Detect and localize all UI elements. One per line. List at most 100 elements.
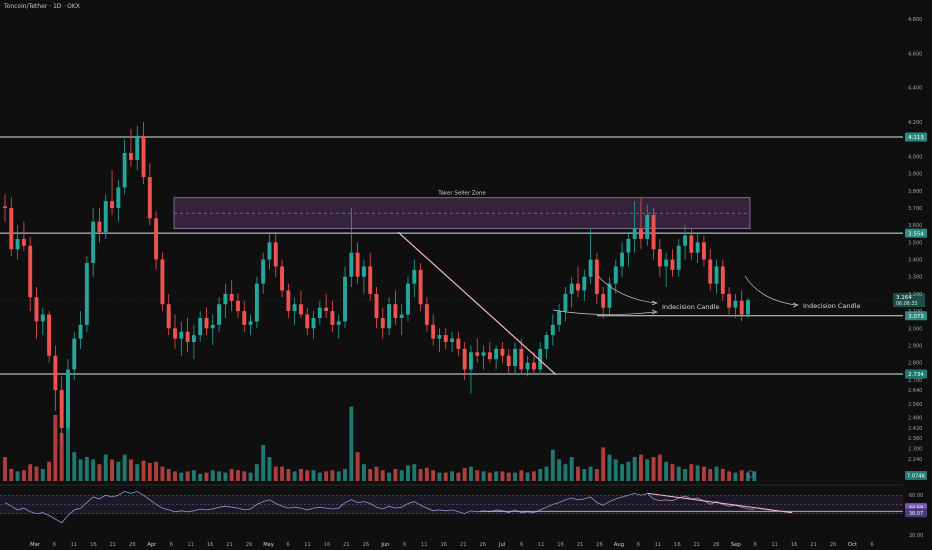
time-tick-label: 26 <box>129 542 136 548</box>
candle-body <box>292 304 297 312</box>
candle-body <box>185 331 190 342</box>
candle-body <box>116 187 121 208</box>
volume-bar <box>53 415 58 481</box>
candle-body <box>563 293 568 312</box>
volume-bar <box>582 469 587 481</box>
candle-body <box>78 324 83 339</box>
volume-bar <box>21 470 26 481</box>
volume-bar <box>311 470 316 481</box>
time-tick-label: 6 <box>53 542 56 548</box>
volume-bar <box>632 457 637 481</box>
time-tick-label: Apr <box>147 542 157 548</box>
candle-body <box>475 352 480 356</box>
volume-bar <box>59 433 64 481</box>
volume-bar <box>626 461 631 481</box>
price-tick-label: 3.600 <box>908 223 922 229</box>
time-tick-label: 26 <box>246 542 253 548</box>
volume-bar <box>261 445 266 481</box>
volume-bar <box>166 469 171 481</box>
price-tick-label: 2.240 <box>908 457 922 463</box>
level-price-tag-text: 2.734 <box>908 372 924 378</box>
candle-body <box>355 252 360 277</box>
time-tick-label: Jul <box>498 542 505 548</box>
candles-layer <box>3 122 750 442</box>
volume-bar <box>380 470 385 481</box>
candle-body <box>733 300 738 308</box>
candle-body <box>298 304 303 315</box>
candle-body <box>103 201 108 233</box>
time-tick-label: 16 <box>90 542 97 548</box>
candle-body <box>645 214 650 239</box>
volume-bar <box>34 466 39 481</box>
time-tick-label: 21 <box>226 542 233 548</box>
candle-body <box>154 218 159 260</box>
candle-body <box>607 283 612 308</box>
candle-body <box>84 262 89 325</box>
descending-trendline <box>397 231 557 376</box>
volume-bar <box>531 471 536 481</box>
volume-layer <box>3 403 757 481</box>
price-tick-label: 3.800 <box>908 189 922 195</box>
candle-body <box>450 338 455 342</box>
volume-bar <box>349 406 354 481</box>
candle-body <box>324 307 329 312</box>
volume-bar <box>519 470 524 481</box>
candle-body <box>204 317 209 329</box>
time-tick-label: 6 <box>520 542 523 548</box>
time-tick-label: Aug <box>614 542 624 548</box>
time-tick-label: 16 <box>324 542 331 548</box>
candle-body <box>544 335 549 349</box>
drawings-layer: Indecision Candle Indecision Candle <box>397 231 860 376</box>
price-tick-label: 3.200 <box>908 292 922 298</box>
volume-bar <box>198 473 203 481</box>
price-tick-label: 2.420 <box>908 426 922 432</box>
volume-bar <box>594 469 599 481</box>
volume-bar <box>173 471 177 481</box>
volume-bar <box>500 471 505 481</box>
volume-bar <box>298 469 303 481</box>
time-tick-label: Sep <box>731 542 741 548</box>
time-tick-label: 11 <box>655 542 662 548</box>
arrow-head <box>651 300 658 306</box>
volume-bar <box>569 457 574 481</box>
level-price-tag-text: 4.113 <box>908 135 924 141</box>
volume-bar <box>525 472 530 481</box>
time-tick-label: 6 <box>870 542 873 548</box>
time-tick-label: 21 <box>343 542 350 548</box>
candle-body <box>657 249 662 267</box>
candle-body <box>695 242 700 253</box>
candle-body <box>746 300 750 315</box>
rsi-trendline <box>647 492 793 514</box>
price-tick-label: 2.560 <box>908 402 922 408</box>
candle-body <box>141 135 146 178</box>
volume-bar <box>462 467 467 481</box>
candle-body <box>368 266 373 294</box>
candle-body <box>223 293 228 305</box>
candle-body <box>676 245 681 270</box>
candle-body <box>147 177 152 219</box>
volume-bar <box>481 471 486 481</box>
volume-bar <box>286 469 291 481</box>
candle-body <box>393 304 398 318</box>
volume-bar <box>657 454 662 481</box>
volume-bar <box>254 464 259 481</box>
candle-body <box>557 311 562 325</box>
price-tick-label: 3.300 <box>908 275 922 281</box>
candle-body <box>431 324 436 339</box>
candle-body <box>311 317 316 329</box>
volume-bar <box>147 463 152 481</box>
time-tick-label: 26 <box>713 542 720 548</box>
candle-body <box>701 242 706 260</box>
rsi-level-label: 20.00 <box>909 533 923 539</box>
rsi-line <box>4 491 755 524</box>
volume-bar <box>664 461 669 481</box>
current-price-text: 3.164 <box>896 295 912 301</box>
volume-bar <box>330 470 335 481</box>
candle-body <box>236 300 240 312</box>
candle-body <box>462 348 467 370</box>
volume-bar <box>544 466 549 481</box>
volume-bar <box>273 466 278 481</box>
rsi-band <box>0 495 903 514</box>
time-tick-label: 26 <box>596 542 603 548</box>
